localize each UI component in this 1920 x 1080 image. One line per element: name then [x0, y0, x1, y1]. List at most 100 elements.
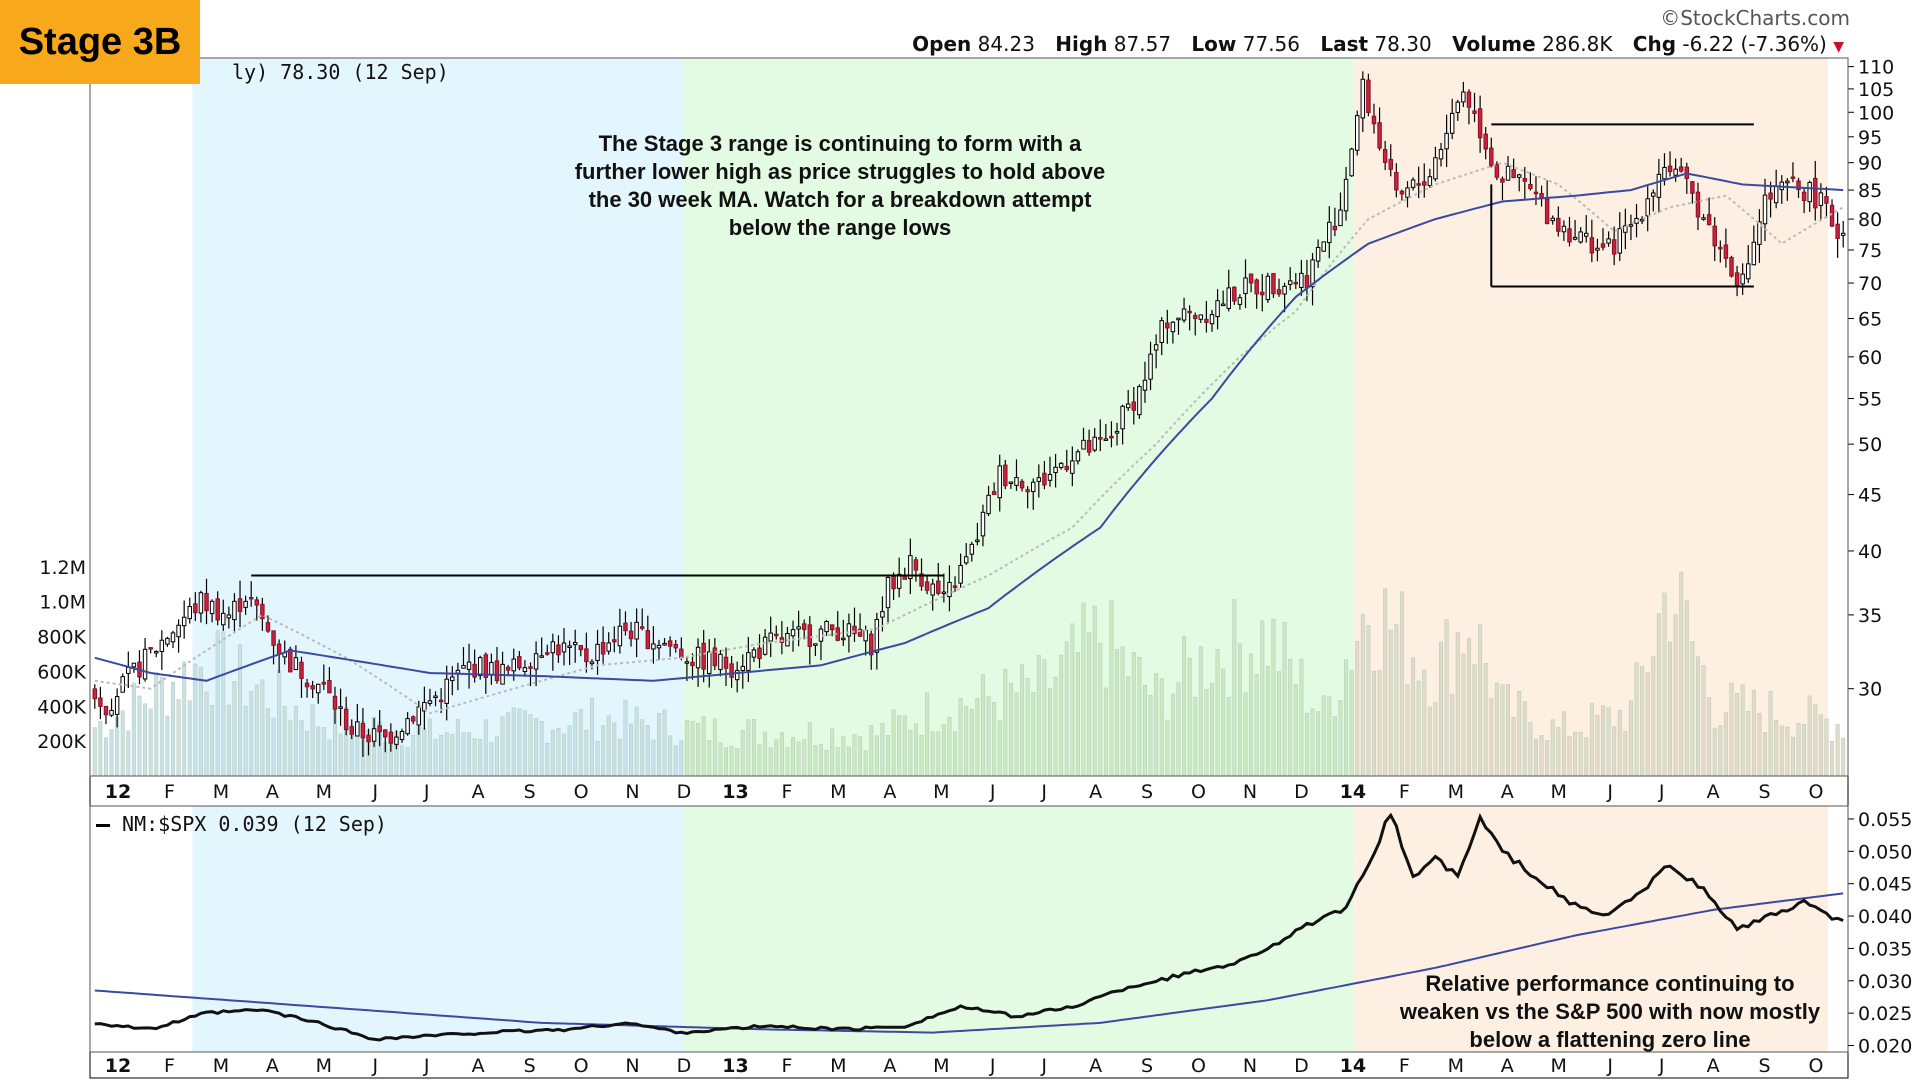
candle-body — [1813, 177, 1818, 209]
stage2-background-price — [683, 58, 1355, 776]
price-tick-label: 55 — [1858, 388, 1882, 410]
candle-body — [941, 591, 947, 595]
volume-bar — [1662, 592, 1667, 777]
rs-x-tick-label: D — [677, 1055, 692, 1077]
candle-body — [1505, 165, 1511, 181]
candle — [1489, 137, 1494, 168]
volume-label: Volume — [1452, 32, 1536, 56]
candle — [477, 655, 483, 680]
last-value: 78.30 — [1374, 32, 1432, 56]
candle — [628, 621, 634, 647]
candle — [405, 712, 410, 736]
candle-body — [1293, 281, 1299, 285]
volume-bar — [1321, 695, 1326, 777]
candle-body — [165, 637, 170, 645]
volume-tick-label: 800K — [37, 627, 86, 649]
candle-body — [477, 657, 483, 677]
candle — [1639, 216, 1645, 225]
candle-body — [846, 623, 852, 637]
volume-tick-label: 600K — [37, 661, 86, 683]
candle-body — [483, 654, 489, 678]
candle — [1494, 161, 1500, 181]
candle-body — [1070, 460, 1075, 474]
candle — [1064, 449, 1069, 473]
price-x-tick-label: F — [1399, 781, 1410, 803]
candle-body — [1366, 79, 1371, 114]
candle-body — [539, 655, 544, 658]
volume-bar — [1578, 731, 1583, 777]
volume-bar — [1131, 652, 1136, 777]
candle-body — [1623, 225, 1628, 233]
candle-body — [1025, 489, 1030, 493]
candle — [975, 522, 980, 546]
candle — [813, 643, 818, 657]
candle — [1075, 449, 1081, 465]
rs-x-tick-label: 13 — [722, 1055, 748, 1077]
volume-bar — [511, 707, 516, 777]
candle — [1332, 207, 1338, 237]
volume-bar — [131, 682, 136, 777]
volume-bar — [936, 731, 941, 777]
candle — [533, 641, 539, 687]
candle-body — [1606, 238, 1611, 244]
candle-body — [1723, 244, 1729, 259]
candle-body — [1148, 353, 1153, 380]
annotation-line: below the range lows — [728, 215, 952, 240]
candle-body — [1595, 247, 1600, 251]
volume-bar — [1757, 712, 1762, 777]
candle — [1628, 214, 1634, 241]
candle-body — [874, 618, 880, 653]
volume-bar — [1796, 723, 1801, 777]
candle-body — [623, 622, 628, 632]
rs-x-tick-label: M — [316, 1055, 332, 1077]
candle-body — [1388, 158, 1393, 170]
candle-body — [343, 708, 349, 731]
rs-x-tick-label: S — [524, 1055, 536, 1077]
volume-bar — [964, 706, 969, 777]
candle — [930, 578, 935, 611]
volume-bar — [1338, 700, 1343, 777]
candle-body — [438, 699, 444, 703]
candle — [1533, 176, 1539, 206]
candle — [148, 647, 153, 654]
candle-body — [410, 716, 416, 722]
volume-bar — [1215, 649, 1220, 777]
candle-body — [355, 721, 360, 737]
volume-bar — [1031, 691, 1036, 777]
candle-body — [656, 644, 662, 649]
volume-bar — [791, 737, 796, 777]
candle-body — [1287, 280, 1293, 285]
candle — [1695, 182, 1701, 231]
candle-body — [958, 564, 963, 584]
candle-body — [1120, 405, 1125, 430]
price-tick-label: 90 — [1858, 153, 1882, 175]
candle-body — [215, 598, 220, 621]
candle — [265, 615, 271, 633]
rs-x-tick-label: 12 — [105, 1055, 131, 1077]
volume-bar — [796, 741, 801, 777]
volume-bar — [1606, 707, 1611, 777]
volume-bar — [1360, 614, 1365, 777]
candle-body — [1343, 178, 1349, 212]
volume-bar — [288, 720, 293, 777]
high-value: 87.57 — [1113, 32, 1172, 56]
volume-bar — [718, 742, 723, 777]
candle-body — [1170, 321, 1176, 333]
candle-body — [1796, 180, 1801, 191]
candle — [1712, 217, 1717, 262]
volume-bar — [310, 704, 315, 777]
rs-x-tick-label: J — [1040, 1055, 1047, 1077]
candle — [461, 647, 466, 669]
volume-bar — [1718, 725, 1723, 777]
candle — [1081, 427, 1086, 450]
candle-body — [1243, 277, 1248, 295]
volume-bar — [835, 747, 840, 777]
volume-bar — [1517, 691, 1522, 777]
volume-bar — [226, 704, 231, 777]
volume-bar — [818, 744, 823, 777]
candle-body — [684, 661, 690, 664]
volume-bar — [925, 692, 930, 777]
rs-tick-label: 0.045 — [1858, 874, 1912, 896]
candle-body — [1304, 275, 1310, 289]
